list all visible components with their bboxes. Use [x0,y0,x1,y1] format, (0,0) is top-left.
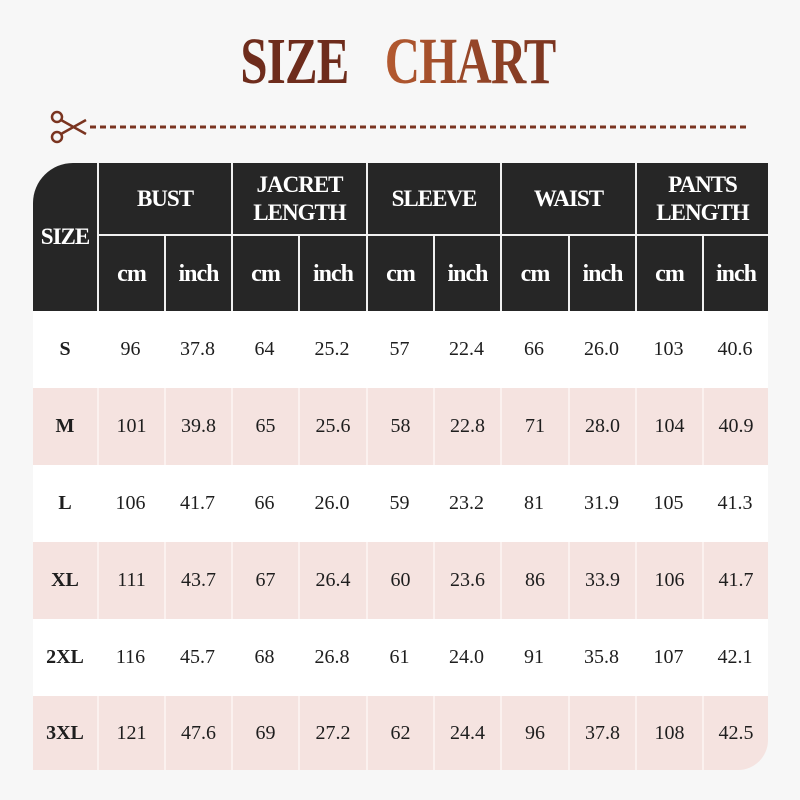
table-cell: 22.8 [433,388,500,465]
table-cell: 116 [115,646,146,668]
table-cell: 37.8 [568,696,635,770]
table-cell: 58 [366,388,433,465]
size-label: 2XL [46,646,84,668]
table-cell: 24.0 [449,646,484,668]
table-cell: 40.6 [717,338,753,360]
table-cell: 96 [120,338,141,360]
table-cell: 26.0 [584,338,619,360]
group-header: PANTS LENGTH [635,163,768,235]
table-cell: 40.9 [702,388,768,465]
table-cell: 45.7 [180,646,215,668]
table-cell: 106 [635,542,702,619]
group-header: BUST [97,163,231,235]
table-cell: 22.4 [449,338,484,360]
table-cell: 25.6 [298,388,366,465]
table-cell: 61 [389,646,410,668]
size-label: S [59,338,71,360]
cut-line [50,110,748,144]
table-cell: 60 [366,542,433,619]
size-label: M [55,415,75,437]
unit-header: inch [164,236,231,311]
unit-header: inch [568,236,635,311]
table-cell: 59 [389,492,410,514]
title-part-1: SIZE [239,25,349,98]
table-cell: 26.0 [314,492,350,514]
table-cell: 41.7 [180,492,215,514]
header-divider [97,234,768,236]
table-row: XL 111 43.7 67 26.4 60 23.6 86 33.9 106 41.7 [33,542,768,619]
table-cell: 101 [97,388,164,465]
table-cell: 27.2 [298,696,366,770]
table-cell: 47.6 [164,696,231,770]
table-cell: 67 [231,542,298,619]
table-row: M 101 39.8 65 25.6 58 22.8 71 28.0 104 40.9 [33,388,768,465]
table-cell: 104 [635,388,702,465]
table-cell: 39.8 [164,388,231,465]
group-header: SLEEVE [366,163,500,235]
size-header: SIZE [40,224,90,249]
table-cell: 86 [500,542,568,619]
unit-header: inch [702,236,768,311]
table-cell: 31.9 [584,492,619,514]
unit-header: cm [366,236,433,311]
unit-header: cm [231,236,298,311]
table-cell: 24.4 [433,696,500,770]
page-title: SIZE CHART [0,22,800,102]
table-cell: 23.6 [433,542,500,619]
table-cell: 42.1 [717,646,753,668]
table-row: L 106 41.7 66 26.0 59 23.2 81 31.9 105 41.3 [33,465,768,542]
table-cell: 69 [231,696,298,770]
size-label: XL [51,569,79,591]
unit-header: cm [97,236,164,311]
group-header: WAIST [500,163,635,235]
table-cell: 33.9 [568,542,635,619]
table-cell: 96 [500,696,568,770]
table-cell: 106 [115,492,146,514]
size-table: SIZE BUST JACRET LENGTH SLEEVE WAIST PANTS LE… [33,163,768,770]
size-label: 3XL [46,721,84,744]
table-cell: 35.8 [584,646,619,668]
table-row: 3XL 121 47.6 69 27.2 62 24.4 96 37.8 108 42.5 [33,696,768,770]
table-cell: 107 [653,646,684,668]
table-cell: 65 [231,388,298,465]
table-cell: 66 [254,492,275,514]
table-cell: 41.3 [717,492,753,514]
table-cell: 26.8 [314,646,350,668]
table-cell: 42.5 [702,696,768,770]
table-cell: 41.7 [702,542,768,619]
table-cell: 28.0 [568,388,635,465]
unit-header: inch [433,236,500,311]
group-header: JACRET LENGTH [231,163,366,235]
table-cell: 62 [366,696,433,770]
unit-header: cm [500,236,568,311]
table-cell: 23.2 [449,492,484,514]
table-cell: 68 [254,646,275,668]
table-cell: 37.8 [180,338,215,360]
unit-header: inch [298,236,366,311]
title-part-2: CHART [384,22,556,102]
table-cell: 71 [500,388,568,465]
table-cell: 26.4 [298,542,366,619]
table-cell: 81 [524,492,544,514]
unit-header: cm [635,236,702,311]
table-cell: 91 [524,646,544,668]
table-cell: 111 [97,542,164,619]
table-cell: 103 [653,338,684,360]
table-cell: 64 [254,338,275,360]
table-row: 2XL 116 45.7 68 26.8 61 24.0 91 35.8 107 42.1 [33,619,768,696]
table-cell: 121 [97,696,164,770]
table-cell: 108 [635,696,702,770]
table-row: S 96 37.8 64 25.2 57 22.4 66 26.0 103 40.6 [33,311,768,388]
table-cell: 66 [524,338,544,360]
table-cell: 57 [389,338,410,360]
table-cell: 25.2 [314,338,350,360]
table-header: SIZE BUST JACRET LENGTH SLEEVE WAIST PANTS LE… [33,163,768,311]
table-cell: 43.7 [164,542,231,619]
table-cell: 105 [653,492,684,514]
scissors-icon [50,110,87,144]
size-label: L [58,492,72,514]
